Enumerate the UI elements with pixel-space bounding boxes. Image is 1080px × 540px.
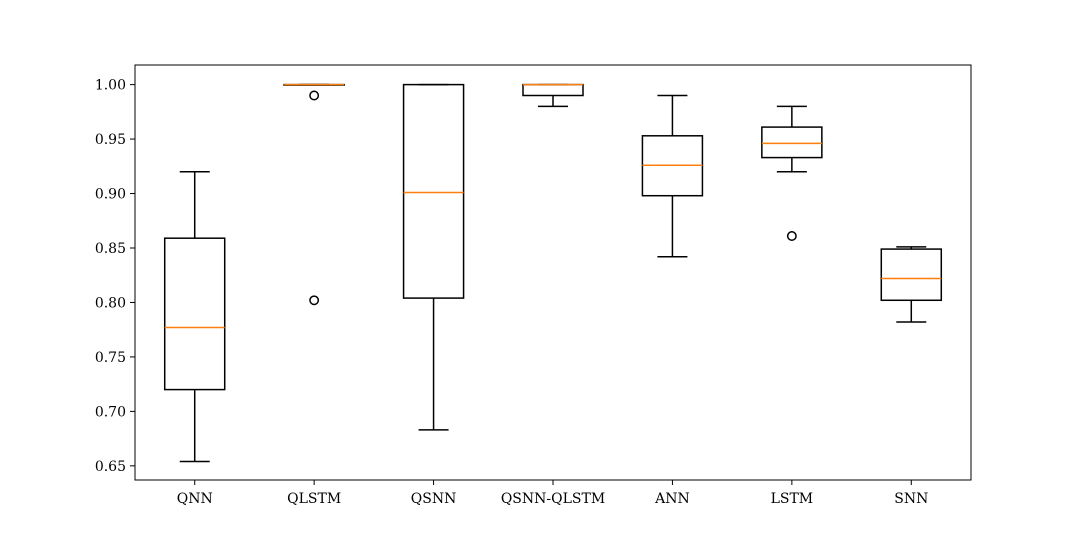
y-axis: 0.65 0.70 0.75 0.80 0.85 0.90 0.95 1.00 [95,78,135,475]
x-tick-label: QSNN-QLSTM [501,491,605,507]
iqr-box [402,83,465,299]
outlier-point [309,295,320,306]
outlier-point [309,90,320,101]
y-tick-label: 0.75 [95,350,126,366]
x-tick-label: SNN [894,491,928,507]
x-tick-label: LSTM [771,491,814,507]
box-lstm [761,105,823,241]
iqr-box [761,126,823,159]
box-qlstm [283,83,345,306]
box-snn [880,246,943,323]
y-tick-label: 0.65 [95,459,126,475]
iqr-box [163,237,226,391]
x-tick-label: ANN [654,491,690,507]
y-tick-label: 0.70 [95,404,126,420]
box-ann [641,94,704,258]
x-tick-label: QSNN [411,491,457,507]
y-tick-label: 0.90 [95,187,126,203]
y-tick-label: 0.85 [95,241,126,257]
iqr-box [880,248,943,302]
y-tick-label: 0.95 [95,132,126,148]
box-series [163,83,943,463]
x-axis: QNN QLSTM QSNN QSNN-QLSTM ANN LSTM SNN [177,480,928,507]
box-qsnn-qlstm [522,83,584,108]
outlier-point [786,231,797,241]
y-tick-label: 0.80 [95,295,126,311]
axes-frame [134,64,972,481]
box-qnn [163,170,226,463]
y-tick-label: 1.00 [95,78,126,94]
box-qsnn [402,83,465,431]
x-tick-label: QLSTM [287,491,341,507]
x-tick-label: QNN [177,491,213,507]
